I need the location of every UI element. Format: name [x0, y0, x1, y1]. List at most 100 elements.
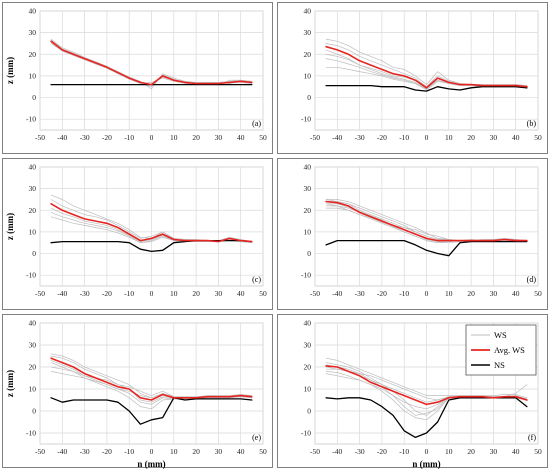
- y-tick-label: 30: [29, 28, 37, 37]
- y-tick-label: 40: [304, 163, 312, 172]
- series-line-avg: [50, 40, 253, 86]
- series-line-ws: [50, 371, 253, 410]
- y-tick-label: 0: [307, 93, 311, 102]
- series-line-avg: [50, 357, 253, 401]
- x-tick-label: 40: [512, 289, 520, 298]
- x-tick-label: 40: [237, 133, 245, 142]
- legend-box: [465, 324, 537, 376]
- panel-frame: [277, 158, 548, 310]
- x-tick-label: 50: [259, 133, 267, 142]
- x-tick-label: 20: [467, 289, 475, 298]
- x-tick-label: -40: [332, 289, 342, 298]
- x-tick-label: 30: [490, 133, 498, 142]
- y-tick-label: 20: [304, 206, 312, 215]
- x-tick-label: -40: [57, 447, 67, 456]
- x-tick-label: -20: [102, 447, 112, 456]
- y-tick-label: 40: [304, 7, 312, 16]
- x-tick-label: -50: [310, 289, 320, 298]
- x-tick-label: 10: [445, 289, 453, 298]
- panel-label: (a): [252, 119, 261, 128]
- y-tick-label: -10: [301, 429, 311, 438]
- y-tick-label: 10: [304, 385, 312, 394]
- y-axis-label: z (mm): [5, 57, 15, 84]
- y-tick-label: -10: [301, 115, 311, 124]
- y-tick-label: 0: [307, 407, 311, 416]
- x-tick-label: 30: [215, 133, 223, 142]
- x-tick-label: -10: [124, 447, 134, 456]
- x-tick-label: 20: [467, 447, 475, 456]
- x-tick-label: 10: [445, 133, 453, 142]
- y-tick-label: 20: [304, 50, 312, 59]
- series-line-ns: [50, 239, 253, 253]
- x-tick-label: 30: [215, 447, 223, 456]
- legend-label-ns: NS: [494, 360, 505, 370]
- x-tick-label: 0: [150, 133, 154, 142]
- y-tick-label: 0: [32, 407, 36, 416]
- y-tick-label: -10: [26, 271, 36, 280]
- x-tick-label: 30: [215, 289, 223, 298]
- x-tick-label: 50: [534, 289, 542, 298]
- y-tick-label: 10: [29, 385, 37, 394]
- y-axis-label: z (mm): [5, 370, 15, 397]
- y-tick-label: 30: [29, 184, 37, 193]
- series-line-avg: [50, 203, 253, 243]
- x-tick-label: 30: [490, 289, 498, 298]
- y-tick-label: 20: [304, 363, 312, 372]
- x-tick-label: 20: [467, 133, 475, 142]
- x-tick-label: -30: [80, 289, 90, 298]
- panel-frame: [2, 2, 273, 154]
- panel-a: -50 -40 -30 -20 -10 0 10 20 30 40 50 -10 0 10 20 30 40 (a…: [2, 2, 273, 154]
- x-tick-label: -50: [310, 447, 320, 456]
- y-tick-label: 30: [304, 184, 312, 193]
- x-tick-label: -30: [355, 133, 365, 142]
- x-tick-label: -30: [355, 447, 365, 456]
- x-tick-label: -10: [124, 133, 134, 142]
- x-axis-label: n (mm): [412, 459, 440, 469]
- y-tick-label: -10: [26, 429, 36, 438]
- y-tick-label: 20: [29, 363, 37, 372]
- x-tick-label: 0: [150, 447, 154, 456]
- x-tick-label: -10: [124, 289, 134, 298]
- x-tick-label: 20: [192, 133, 200, 142]
- x-tick-label: 10: [170, 289, 178, 298]
- panel-b: -50 -40 -30 -20 -10 0 10 20 30 40 50 -10 0 10 20 30 40 (b…: [277, 2, 548, 154]
- x-tick-label: -40: [57, 133, 67, 142]
- y-tick-label: 10: [29, 71, 37, 80]
- x-axis-label: n (mm): [137, 459, 165, 469]
- y-tick-label: 0: [32, 249, 36, 258]
- x-tick-label: -20: [377, 447, 387, 456]
- x-tick-label: -30: [355, 289, 365, 298]
- x-tick-label: -10: [399, 447, 409, 456]
- x-tick-label: -20: [102, 133, 112, 142]
- legend: WS Avg. WS NS: [465, 324, 537, 376]
- legend-label-ws: WS: [494, 330, 507, 340]
- x-tick-label: 40: [237, 289, 245, 298]
- y-tick-label: 40: [29, 7, 37, 16]
- y-tick-label: 30: [304, 28, 312, 37]
- x-tick-label: 30: [490, 447, 498, 456]
- y-tick-label: -10: [301, 271, 311, 280]
- x-tick-label: -20: [377, 133, 387, 142]
- y-tick-label: -10: [26, 115, 36, 124]
- x-tick-label: -50: [35, 289, 45, 298]
- x-tick-label: 50: [534, 447, 542, 456]
- legend-label-avg: Avg. WS: [494, 345, 525, 355]
- y-tick-label: 30: [304, 341, 312, 350]
- x-tick-label: 40: [512, 447, 520, 456]
- series-line-ws: [325, 368, 528, 401]
- y-tick-label: 10: [304, 227, 312, 236]
- panel-d: -50 -40 -30 -20 -10 0 10 20 30 40 50 -10 0 10 20 30 40 (d…: [277, 158, 548, 310]
- panel-frame: [2, 158, 273, 310]
- series-line-avg: [325, 200, 528, 242]
- x-tick-label: 40: [512, 133, 520, 142]
- series-line-avg: [325, 365, 528, 406]
- y-tick-label: 40: [304, 319, 312, 328]
- panel-label: (c): [252, 275, 261, 284]
- series-line-ns: [50, 397, 253, 425]
- x-tick-label: 10: [445, 447, 453, 456]
- x-tick-label: -30: [80, 447, 90, 456]
- y-tick-label: 40: [29, 319, 37, 328]
- series-line-ws: [325, 357, 528, 399]
- panel-c: -50 -40 -30 -20 -10 0 10 20 30 40 50 -10 0 10 20 30 40 (c…: [2, 158, 273, 310]
